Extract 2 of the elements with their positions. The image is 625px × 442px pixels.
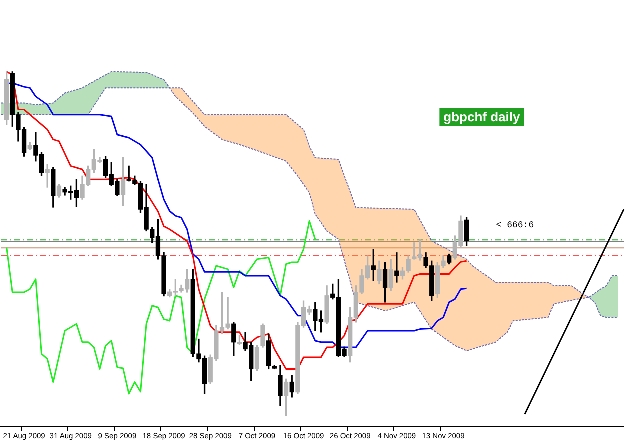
annotation: < 666:6 <box>496 220 534 230</box>
text: gbpchf daily <box>444 110 522 125</box>
